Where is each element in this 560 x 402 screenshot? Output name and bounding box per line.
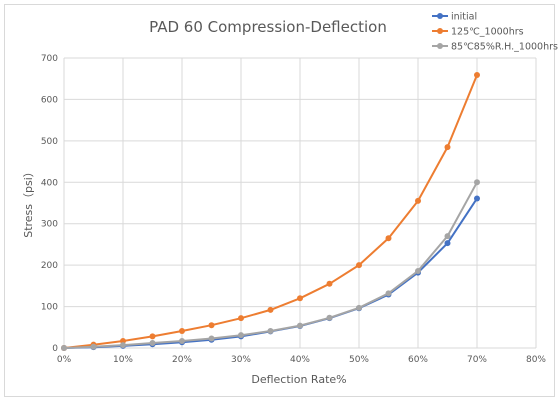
legend: initial 125℃_1000hrs 85℃85%R.H._1000hrs — [432, 12, 558, 53]
x-tick-label: 20% — [172, 355, 192, 365]
data-point — [415, 267, 421, 274]
data-point — [208, 322, 215, 329]
chart-frame — [4, 4, 555, 397]
series-2 — [61, 71, 480, 351]
x-tick-label: 80% — [526, 355, 546, 365]
y-tick-label: 0 — [52, 344, 58, 354]
data-point — [385, 290, 392, 297]
legend-item: 125℃_1000hrs — [432, 27, 524, 38]
data-point — [267, 306, 274, 313]
data-point — [267, 328, 274, 335]
data-point — [208, 335, 215, 342]
data-point — [444, 240, 451, 247]
y-axis-ticks: 0 100 200 300 400 500 600 700 — [41, 54, 58, 354]
x-tick-label: 30% — [231, 355, 251, 365]
y-tick-label: 600 — [41, 95, 58, 105]
data-point — [326, 314, 333, 321]
legend-marker — [437, 43, 443, 49]
x-tick-label: 60% — [408, 355, 428, 365]
y-tick-label: 200 — [41, 261, 58, 271]
legend-label: initial — [451, 12, 477, 23]
data-point — [385, 235, 392, 242]
data-point — [474, 71, 480, 78]
legend-item: initial — [432, 12, 477, 23]
data-point — [415, 197, 421, 204]
data-point — [326, 280, 333, 287]
legend-marker — [437, 28, 443, 34]
data-point — [120, 337, 126, 344]
data-point — [149, 340, 156, 347]
legend-marker — [437, 13, 443, 19]
data-point — [297, 295, 303, 302]
data-point — [356, 304, 362, 311]
chart-title: PAD 60 Compression-Deflection — [149, 18, 387, 36]
x-tick-label: 10% — [113, 355, 133, 365]
plot-series — [61, 71, 480, 351]
y-tick-label: 400 — [41, 178, 58, 188]
x-tick-label: 50% — [349, 355, 369, 365]
data-point — [179, 328, 185, 335]
x-tick-label: 40% — [290, 355, 310, 365]
data-point — [474, 179, 480, 186]
x-axis-ticks: 0% 10% 20% 30% 40% 50% 60% 70% 80% — [57, 355, 547, 365]
y-axis-label: Stress（psi） — [22, 166, 35, 238]
legend-label: 125℃_1000hrs — [451, 27, 524, 38]
y-tick-label: 500 — [41, 137, 58, 147]
gridlines — [63, 57, 537, 349]
data-point — [356, 262, 362, 269]
data-point — [149, 333, 156, 340]
data-point — [179, 337, 185, 344]
data-point — [90, 343, 97, 350]
y-tick-label: 100 — [41, 303, 58, 313]
data-point — [120, 342, 126, 349]
data-point — [238, 315, 244, 322]
y-tick-label: 300 — [41, 220, 58, 230]
data-point — [61, 345, 67, 351]
data-point — [444, 233, 451, 240]
data-point — [238, 332, 244, 339]
data-point — [444, 144, 451, 151]
data-point — [297, 322, 303, 329]
x-tick-label: 0% — [57, 355, 72, 365]
legend-label: 85℃85%R.H._1000hrs — [451, 42, 558, 53]
y-tick-label: 700 — [41, 54, 58, 64]
x-tick-label: 70% — [467, 355, 487, 365]
legend-item: 85℃85%R.H._1000hrs — [432, 42, 558, 53]
series-3 — [61, 179, 480, 351]
data-point — [474, 195, 480, 202]
x-axis-label: Deflection Rate% — [251, 373, 346, 386]
